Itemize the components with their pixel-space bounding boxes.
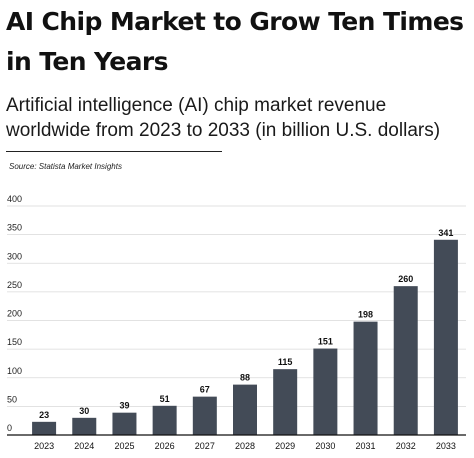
bar-2030 — [313, 348, 338, 435]
y-tick-label: 400 — [7, 194, 22, 204]
data-label: 30 — [79, 406, 89, 416]
data-label: 51 — [160, 394, 170, 404]
x-tick-label: 2027 — [195, 441, 215, 451]
chart-subtitle: Artificial intelligence (AI) chip market… — [6, 95, 441, 141]
bar-2025 — [112, 412, 137, 435]
x-tick-label: 2024 — [74, 441, 94, 451]
data-label: 39 — [119, 401, 129, 411]
bar-2026 — [152, 405, 177, 435]
x-tick-label: 2030 — [315, 441, 335, 451]
x-tick-label: 2031 — [356, 441, 376, 451]
data-label: 88 — [240, 373, 250, 383]
x-tick-label: 2028 — [235, 441, 255, 451]
data-label: 67 — [200, 385, 210, 395]
bars — [32, 239, 458, 435]
data-label: 341 — [438, 228, 453, 238]
bar-2023 — [32, 421, 57, 435]
bar-2027 — [192, 396, 217, 435]
data-label: 260 — [398, 274, 413, 284]
data-label: 151 — [318, 337, 333, 347]
y-tick-label: 300 — [7, 251, 22, 261]
bar-2031 — [353, 321, 378, 435]
bar-2028 — [233, 384, 257, 435]
y-tick-label: 100 — [7, 366, 22, 376]
data-label: 23 — [39, 410, 49, 420]
chart-title: AI Chip Market to Grow Ten Times in Ten … — [6, 7, 464, 76]
gridlines — [7, 205, 466, 407]
x-tick-label: 2025 — [114, 441, 134, 451]
x-tick-label: 2023 — [34, 441, 54, 451]
y-axis-tick-labels: 0 50 100 150 200 250 300 350 400 — [7, 194, 22, 433]
bar-2029 — [273, 369, 298, 435]
data-labels: 23 30 39 51 67 88 115 151 198 260 341 — [39, 228, 453, 420]
x-tick-label: 2026 — [155, 441, 175, 451]
y-tick-label: 150 — [7, 337, 22, 347]
x-tick-label: 2032 — [396, 441, 416, 451]
y-tick-label: 0 — [7, 423, 12, 433]
y-tick-label: 50 — [7, 394, 17, 404]
bar-2032 — [393, 286, 418, 435]
bar-2033 — [433, 239, 458, 435]
x-tick-label: 2029 — [275, 441, 295, 451]
y-tick-label: 350 — [7, 223, 22, 233]
data-label: 115 — [278, 357, 293, 367]
y-tick-label: 200 — [7, 309, 22, 319]
y-tick-label: 250 — [7, 280, 22, 290]
divider-rule — [6, 151, 222, 152]
bar-2024 — [72, 417, 97, 435]
x-tick-label: 2033 — [436, 441, 456, 451]
source-note: Source: Statista Market Insights — [9, 162, 122, 171]
data-label: 198 — [358, 310, 373, 320]
x-axis-tick-labels: 2023 2024 2025 2026 2027 2028 2029 2030 2031 2032… — [34, 441, 456, 451]
